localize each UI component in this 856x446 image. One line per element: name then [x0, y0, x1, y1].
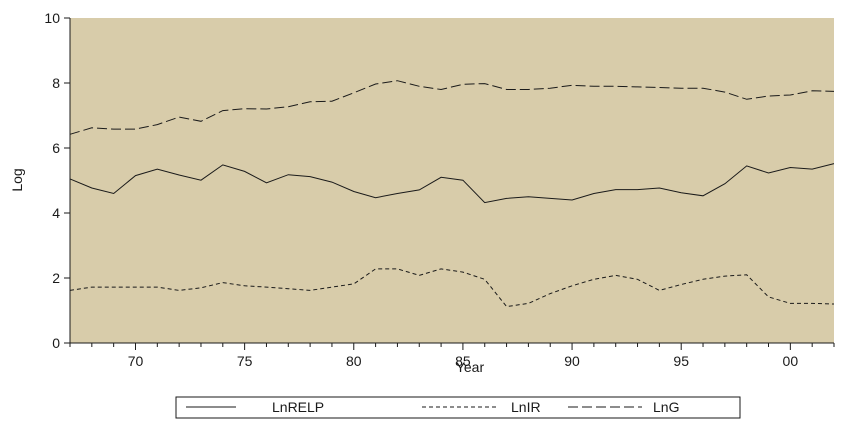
plot-area: [70, 18, 834, 343]
x-tick-label: 85: [455, 353, 471, 369]
x-tick-label: 75: [237, 353, 253, 369]
legend-label-lnir: LnIR: [511, 399, 541, 415]
x-tick-label: 90: [564, 353, 580, 369]
y-tick-label: 2: [52, 270, 60, 286]
legend: LnRELP LnIR LnG: [175, 396, 741, 419]
y-axis-title: Log: [9, 168, 25, 191]
x-tick-label: 95: [673, 353, 689, 369]
y-tick-label: 10: [44, 10, 60, 26]
x-tick-label: 00: [783, 353, 799, 369]
legend-label-lnrelp: LnRELP: [272, 399, 324, 415]
x-axis-title: Year: [456, 359, 485, 375]
x-tick-label: 80: [346, 353, 362, 369]
series-line-lnir: [69, 268, 835, 308]
x-ticks: 70 75 80 85 90 95 00: [69, 343, 835, 369]
y-ticks: 0 2 4 6 8 10: [44, 10, 70, 351]
legend-label-lng: LnG: [653, 399, 679, 415]
y-tick-label: 8: [52, 75, 60, 91]
series-line-lnrelp: [69, 163, 835, 204]
x-tick-label: 70: [128, 353, 144, 369]
y-tick-label: 4: [52, 205, 60, 221]
y-tick-label: 0: [52, 335, 60, 351]
series-line-lng: [69, 80, 835, 135]
y-tick-label: 6: [52, 140, 60, 156]
series-layer: [69, 80, 835, 308]
